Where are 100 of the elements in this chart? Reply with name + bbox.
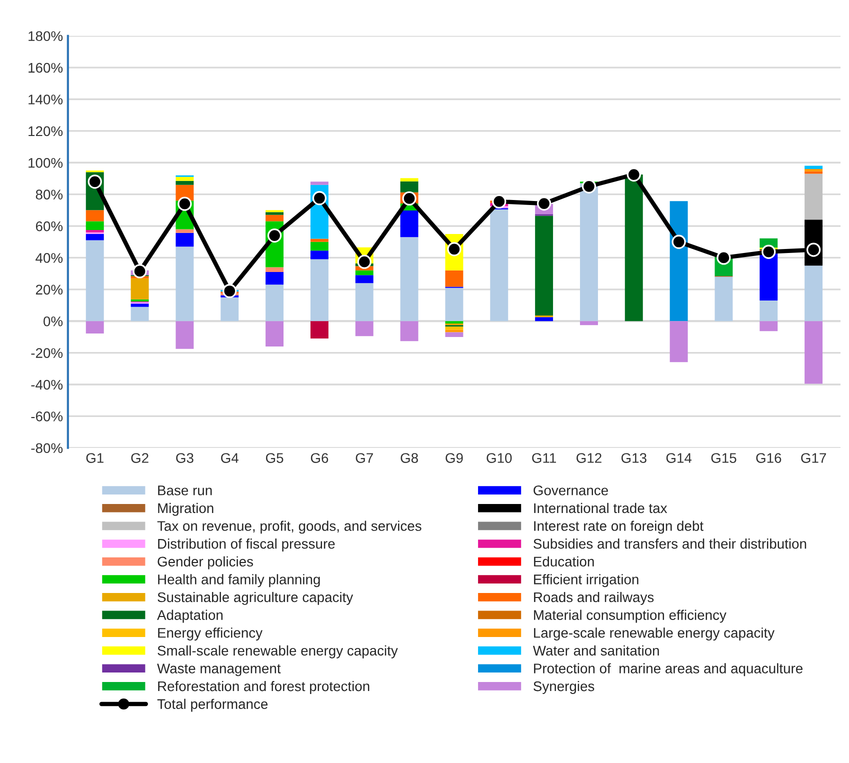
- bar: [266, 267, 284, 272]
- x-tick-label: G12: [576, 453, 602, 463]
- y-tick-label: -40%: [31, 380, 63, 390]
- bar: [176, 229, 194, 233]
- legend-label: Sustainable agriculture capacity: [158, 592, 354, 605]
- bar: [760, 253, 778, 301]
- point: [267, 228, 282, 243]
- bar: [130, 306, 149, 322]
- y-tick-label: -20%: [31, 348, 63, 358]
- x-tick-label: G16: [756, 453, 782, 463]
- x-tick-label: G13: [621, 453, 646, 463]
- bar: [310, 321, 328, 339]
- legend-label: Waste management: [157, 664, 281, 676]
- legend-label: Material consumption efficiency: [534, 610, 726, 623]
- y-tick-label: 20%: [36, 284, 63, 295]
- bar: [804, 168, 823, 172]
- legend-label: International trade tax: [534, 502, 668, 514]
- y-tick-label: 180%: [28, 31, 63, 42]
- bar: [176, 232, 194, 247]
- bar: [355, 270, 374, 276]
- point: [582, 179, 596, 194]
- legend-label: Health and family planning: [158, 574, 320, 588]
- point: [626, 167, 641, 182]
- x-tick-label: G14: [666, 453, 692, 463]
- legend-label: Migration: [158, 502, 214, 516]
- bar: [266, 284, 284, 322]
- legend-label: Distribution of fiscal pressure: [158, 538, 335, 552]
- bar: [266, 321, 284, 346]
- legend-label: Water and sanitation: [532, 645, 659, 656]
- bar: [400, 178, 418, 182]
- point: [536, 196, 552, 211]
- x-tick-label: G2: [131, 453, 148, 463]
- legend-label: Interest rate on foreign debt: [534, 520, 704, 534]
- point: [762, 244, 776, 259]
- bar: [445, 326, 464, 330]
- x-tick-label: G15: [711, 453, 736, 463]
- legend-label: Synergies: [534, 680, 594, 694]
- legend-label: Base run: [158, 486, 212, 496]
- x-tick-label: G11: [532, 453, 556, 463]
- bar: [804, 266, 823, 322]
- y-tick-label: 0%: [44, 316, 63, 326]
- bar: [176, 321, 194, 349]
- x-tick-label: G4: [221, 453, 238, 463]
- x-tick-label: G8: [400, 453, 418, 463]
- legend-label: Subsidies and transfers and their distribution: [534, 538, 806, 549]
- point: [672, 234, 686, 249]
- bar: [310, 250, 328, 260]
- x-tick-label: G10: [486, 453, 512, 463]
- y-tick-label: 40%: [36, 253, 63, 263]
- legend-label: Governance: [534, 485, 608, 496]
- point: [492, 194, 506, 209]
- bar: [310, 259, 328, 322]
- bar: [535, 317, 554, 322]
- legend-label: Education: [534, 556, 594, 567]
- bar: [490, 209, 508, 322]
- bar: [130, 304, 149, 307]
- legend-label: Roads and railways: [534, 592, 654, 605]
- bar: [86, 210, 104, 222]
- point: [178, 196, 192, 211]
- point: [312, 191, 327, 206]
- legend-label: Tax on revenue, profit, goods, and services: [157, 520, 422, 534]
- bar: [445, 332, 464, 337]
- bar: [355, 275, 374, 284]
- bar: [355, 321, 374, 336]
- bar: [804, 174, 823, 220]
- point: [88, 174, 102, 189]
- bar: [580, 183, 598, 322]
- bar: [86, 230, 104, 232]
- legend-label: Large-scale renewable energy capacity: [534, 628, 775, 641]
- bar: [535, 216, 554, 316]
- bar: [760, 300, 778, 322]
- x-tick-label: G1: [86, 453, 104, 463]
- x-tick-label: G6: [310, 453, 328, 463]
- bar: [266, 272, 284, 285]
- x-tick-label: G3: [176, 453, 194, 463]
- legend-label: Reforestation and forest protection: [158, 680, 370, 694]
- point: [716, 250, 731, 265]
- y-tick-label: 160%: [28, 62, 63, 73]
- legend-label: Protection of marine areas and aquaculture: [534, 663, 803, 676]
- bar: [400, 210, 418, 238]
- y-tick-label: -60%: [31, 412, 63, 422]
- bar: [220, 297, 239, 322]
- bar: [176, 246, 194, 322]
- legend-label: Energy efficiency: [158, 628, 263, 641]
- y-tick-label: 120%: [28, 126, 63, 136]
- legend-label: Gender policies: [158, 556, 254, 570]
- point: [132, 264, 147, 278]
- y-tick-label: 80%: [36, 190, 63, 200]
- bar: [804, 166, 823, 169]
- bar: [176, 176, 194, 181]
- legend-label: Small-scale renewable energy capacity: [158, 645, 398, 658]
- x-tick-label: G17: [801, 453, 826, 463]
- bar: [130, 278, 149, 300]
- bar: [760, 321, 778, 332]
- bar: [86, 240, 104, 322]
- bar: [400, 181, 418, 192]
- bar: [580, 321, 598, 326]
- y-tick-label: 100%: [28, 158, 63, 168]
- bar: [86, 221, 104, 230]
- bar: [804, 321, 823, 384]
